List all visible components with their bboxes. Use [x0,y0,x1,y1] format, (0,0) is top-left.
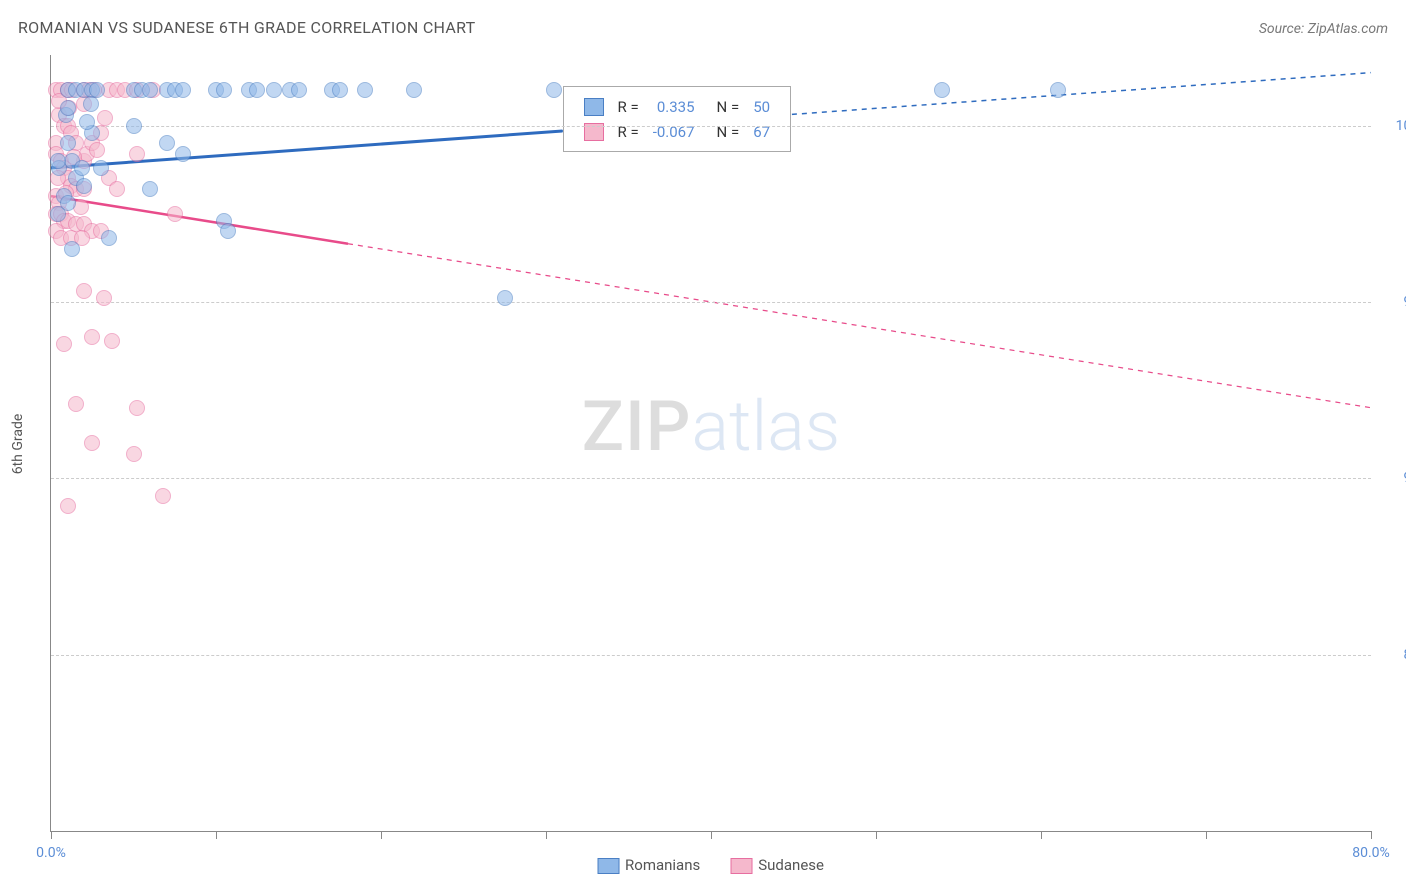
data-point [84,435,100,451]
x-tick-label: 80.0% [1352,845,1390,861]
data-point [60,498,76,514]
data-point [83,96,99,112]
y-tick-label: 85.0% [1381,647,1406,663]
chart-title: ROMANIAN VS SUDANESE 6TH GRADE CORRELATI… [18,18,476,37]
data-point [64,241,80,257]
gridline [51,302,1371,303]
legend-bottom: Romanians Sudanese [597,856,824,874]
data-point [56,336,72,352]
data-point [1050,82,1066,98]
data-point [406,82,422,98]
data-point [357,82,373,98]
data-point [934,82,950,98]
y-tick-label: 100.0% [1381,118,1406,134]
data-point [89,142,105,158]
data-point [60,100,76,116]
data-point [159,135,175,151]
data-point [266,82,282,98]
source-label: Source: ZipAtlas.com [1259,21,1388,37]
plot-area: 6th Grade ZIPatlas R =0.335N =50R =-0.06… [50,55,1371,832]
data-point [96,290,112,306]
gridline [51,126,1371,127]
x-tick [1206,831,1207,839]
trend-lines [51,55,1371,831]
x-tick [216,831,217,839]
data-point [101,230,117,246]
data-point [129,146,145,162]
x-tick [1041,831,1042,839]
y-axis-label: 6th Grade [10,413,26,474]
data-point [84,329,100,345]
x-tick [51,831,52,839]
data-point [79,114,95,130]
data-point [76,283,92,299]
data-point [216,82,232,98]
data-point [249,82,265,98]
y-tick-label: 90.0% [1381,470,1406,486]
data-point [175,82,191,98]
data-point [50,153,66,169]
data-point [104,333,120,349]
data-point [97,110,113,126]
legend-item-sudanese: Sudanese [730,856,824,874]
data-point [332,82,348,98]
data-point [497,290,513,306]
data-point [74,160,90,176]
gridline [51,478,1371,479]
data-point [76,178,92,194]
data-point [129,400,145,416]
data-point [142,181,158,197]
x-tick [1371,831,1372,839]
x-tick [876,831,877,839]
data-point [126,446,142,462]
data-point [60,135,76,151]
data-point [546,82,562,98]
data-point [291,82,307,98]
x-tick [381,831,382,839]
legend-item-romanians: Romanians [597,856,700,874]
data-point [109,181,125,197]
data-point [142,82,158,98]
stats-legend-box: R =0.335N =50R =-0.067N =67 [563,86,792,152]
x-tick [711,831,712,839]
data-point [167,206,183,222]
data-point [220,223,236,239]
x-tick-label: 0.0% [36,845,66,861]
data-point [93,160,109,176]
y-tick-label: 95.0% [1381,294,1406,310]
data-point [50,206,66,222]
data-point [68,396,84,412]
data-point [175,146,191,162]
x-tick [546,831,547,839]
data-point [126,118,142,134]
gridline [51,655,1371,656]
data-point [155,488,171,504]
